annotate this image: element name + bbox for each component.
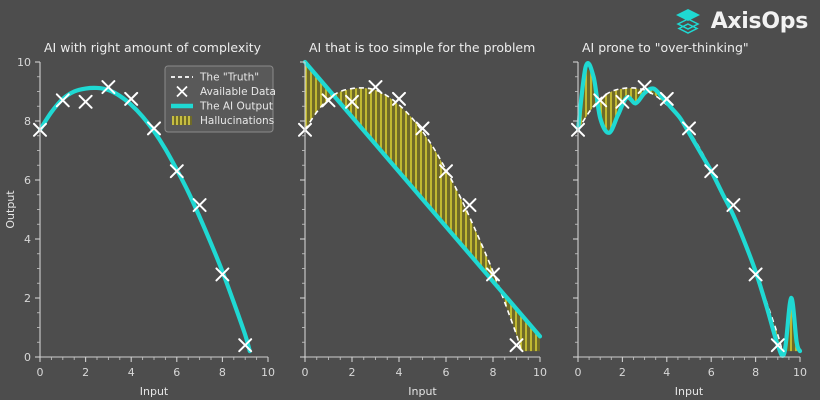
legend-entry: The "Truth"	[171, 72, 259, 84]
data-point-markers	[571, 80, 785, 353]
x-tick-label: 10	[533, 366, 547, 379]
data-point-marker	[462, 198, 477, 213]
panel-1: AI with right amount of complexity 0 2 4 6 8 1…	[4, 40, 275, 398]
x-tick-label: 6	[173, 366, 180, 379]
brand-logo: AxisOps	[673, 6, 808, 36]
data-point-marker	[659, 91, 674, 106]
x-tick-label: 6	[708, 366, 715, 379]
data-point-marker	[215, 267, 230, 282]
panel-title: AI that is too simple for the problem	[309, 40, 535, 55]
x-tick-label: 8	[752, 366, 759, 379]
legend-label: Hallucinations	[200, 115, 274, 127]
data-point-marker	[392, 91, 406, 106]
data-point-marker	[124, 91, 139, 106]
data-point-marker	[169, 164, 184, 179]
data-point-marker	[704, 164, 719, 179]
y-tick-label: 10	[17, 56, 31, 69]
data-point-marker	[615, 94, 630, 109]
y-tick-label: 2	[24, 292, 31, 305]
ai-output-curve	[302, 59, 543, 339]
x-tick-label: 4	[663, 366, 670, 379]
x-tick-label: 10	[261, 366, 275, 379]
x-tick-label: 0	[37, 366, 44, 379]
x-axis-label: Input	[140, 385, 169, 398]
truth-curve	[304, 87, 522, 352]
x-tick-label: 6	[443, 366, 450, 379]
data-point-marker	[637, 80, 652, 95]
legend-label: Available Data	[200, 86, 276, 98]
x-tick-label: 10	[793, 366, 807, 379]
legend-label: The "Truth"	[199, 72, 259, 84]
data-point-marker	[147, 121, 161, 136]
data-point-marker	[78, 94, 93, 109]
data-point-markers	[298, 80, 524, 353]
data-point-marker	[345, 94, 359, 109]
data-point-marker	[415, 121, 430, 136]
data-point-marker	[101, 80, 116, 95]
data-point-marker	[726, 198, 741, 213]
x-tick-label: 0	[575, 366, 582, 379]
y-tick-label: 8	[24, 115, 31, 128]
data-point-marker	[55, 93, 70, 108]
brand-name: AxisOps	[710, 8, 809, 34]
x-tick-label: 2	[82, 366, 89, 379]
data-point-marker	[439, 164, 453, 179]
data-point-marker	[238, 338, 253, 353]
x-tick-label: 4	[128, 366, 135, 379]
data-point-marker	[486, 267, 500, 282]
x-tick-label: 2	[349, 366, 356, 379]
x-axis-label: Input	[408, 385, 437, 398]
y-tick-label: 0	[24, 351, 31, 364]
data-point-marker	[770, 338, 785, 353]
x-tick-label: 0	[302, 366, 309, 379]
data-point-marker	[682, 121, 696, 136]
chart-legend: The "Truth" Available Data The AI Output Ha…	[164, 65, 276, 133]
panel-2: AI that is too simple for the problem 0 2 4…	[298, 40, 547, 398]
legend-entry: Available Data	[176, 85, 276, 98]
legend-label: The AI Output	[199, 101, 273, 113]
y-axis-label: Output	[4, 190, 17, 229]
panel-title: AI with right amount of complexity	[44, 40, 262, 55]
data-point-marker	[368, 80, 383, 95]
panel-3: AI prone to "over-thinking" 0 2 4 6 8 10 Input	[571, 40, 807, 398]
data-point-marker	[593, 93, 608, 108]
legend-entry: Hallucinations	[172, 115, 274, 127]
panel-title: AI prone to "over-thinking"	[582, 40, 749, 55]
stacked-layers-icon	[675, 9, 700, 34]
data-point-marker	[509, 338, 524, 353]
x-tick-label: 4	[396, 366, 403, 379]
legend-entry: The AI Output	[171, 101, 273, 113]
data-point-marker	[192, 198, 207, 213]
y-tick-label: 4	[24, 233, 31, 246]
data-point-marker	[321, 93, 336, 108]
x-tick-label: 8	[490, 366, 497, 379]
data-point-markers	[33, 80, 253, 353]
y-tick-label: 6	[24, 174, 31, 187]
data-point-marker	[748, 267, 763, 282]
x-axis-label: Input	[675, 385, 704, 398]
x-tick-label: 8	[219, 366, 226, 379]
x-tick-label: 2	[619, 366, 626, 379]
